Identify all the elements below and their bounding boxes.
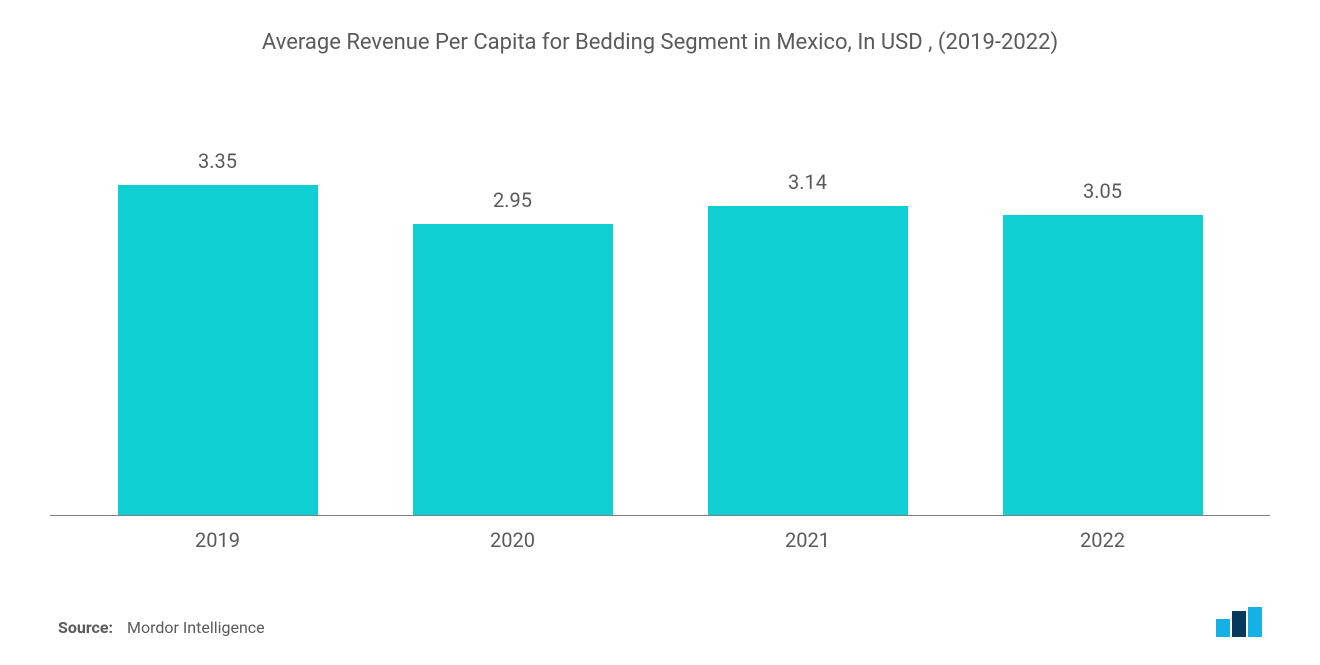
x-axis-label: 2021 <box>708 528 908 552</box>
x-axis-label: 2022 <box>1003 528 1203 552</box>
bar-group: 2.95 <box>413 188 613 515</box>
x-axis-label: 2020 <box>413 528 613 552</box>
bar-group: 3.14 <box>708 170 908 515</box>
source-attribution: Source: Mordor Intelligence <box>58 618 265 637</box>
source-label: Source: <box>58 618 113 637</box>
bar <box>413 224 613 515</box>
logo-bar-1 <box>1216 619 1230 637</box>
logo-bar-3 <box>1248 607 1262 637</box>
plot-area: 3.35 2.95 3.14 3.05 <box>50 65 1270 516</box>
source-text: Mordor Intelligence <box>127 618 265 637</box>
logo-bar-2 <box>1232 611 1246 637</box>
bar-value-label: 3.14 <box>788 170 827 194</box>
bar-value-label: 2.95 <box>493 188 532 212</box>
chart-title: Average Revenue Per Capita for Bedding S… <box>50 30 1270 55</box>
bar <box>708 206 908 515</box>
chart-container: Average Revenue Per Capita for Bedding S… <box>0 0 1320 665</box>
mordor-logo-icon <box>1216 607 1262 637</box>
bar-group: 3.35 <box>118 149 318 515</box>
x-axis-labels: 2019 2020 2021 2022 <box>50 516 1270 552</box>
bar-value-label: 3.35 <box>198 149 237 173</box>
bar-group: 3.05 <box>1003 179 1203 515</box>
x-axis-label: 2019 <box>118 528 318 552</box>
bar <box>1003 215 1203 515</box>
bar-value-label: 3.05 <box>1083 179 1122 203</box>
bar <box>118 185 318 515</box>
footer: Source: Mordor Intelligence <box>50 607 1270 645</box>
